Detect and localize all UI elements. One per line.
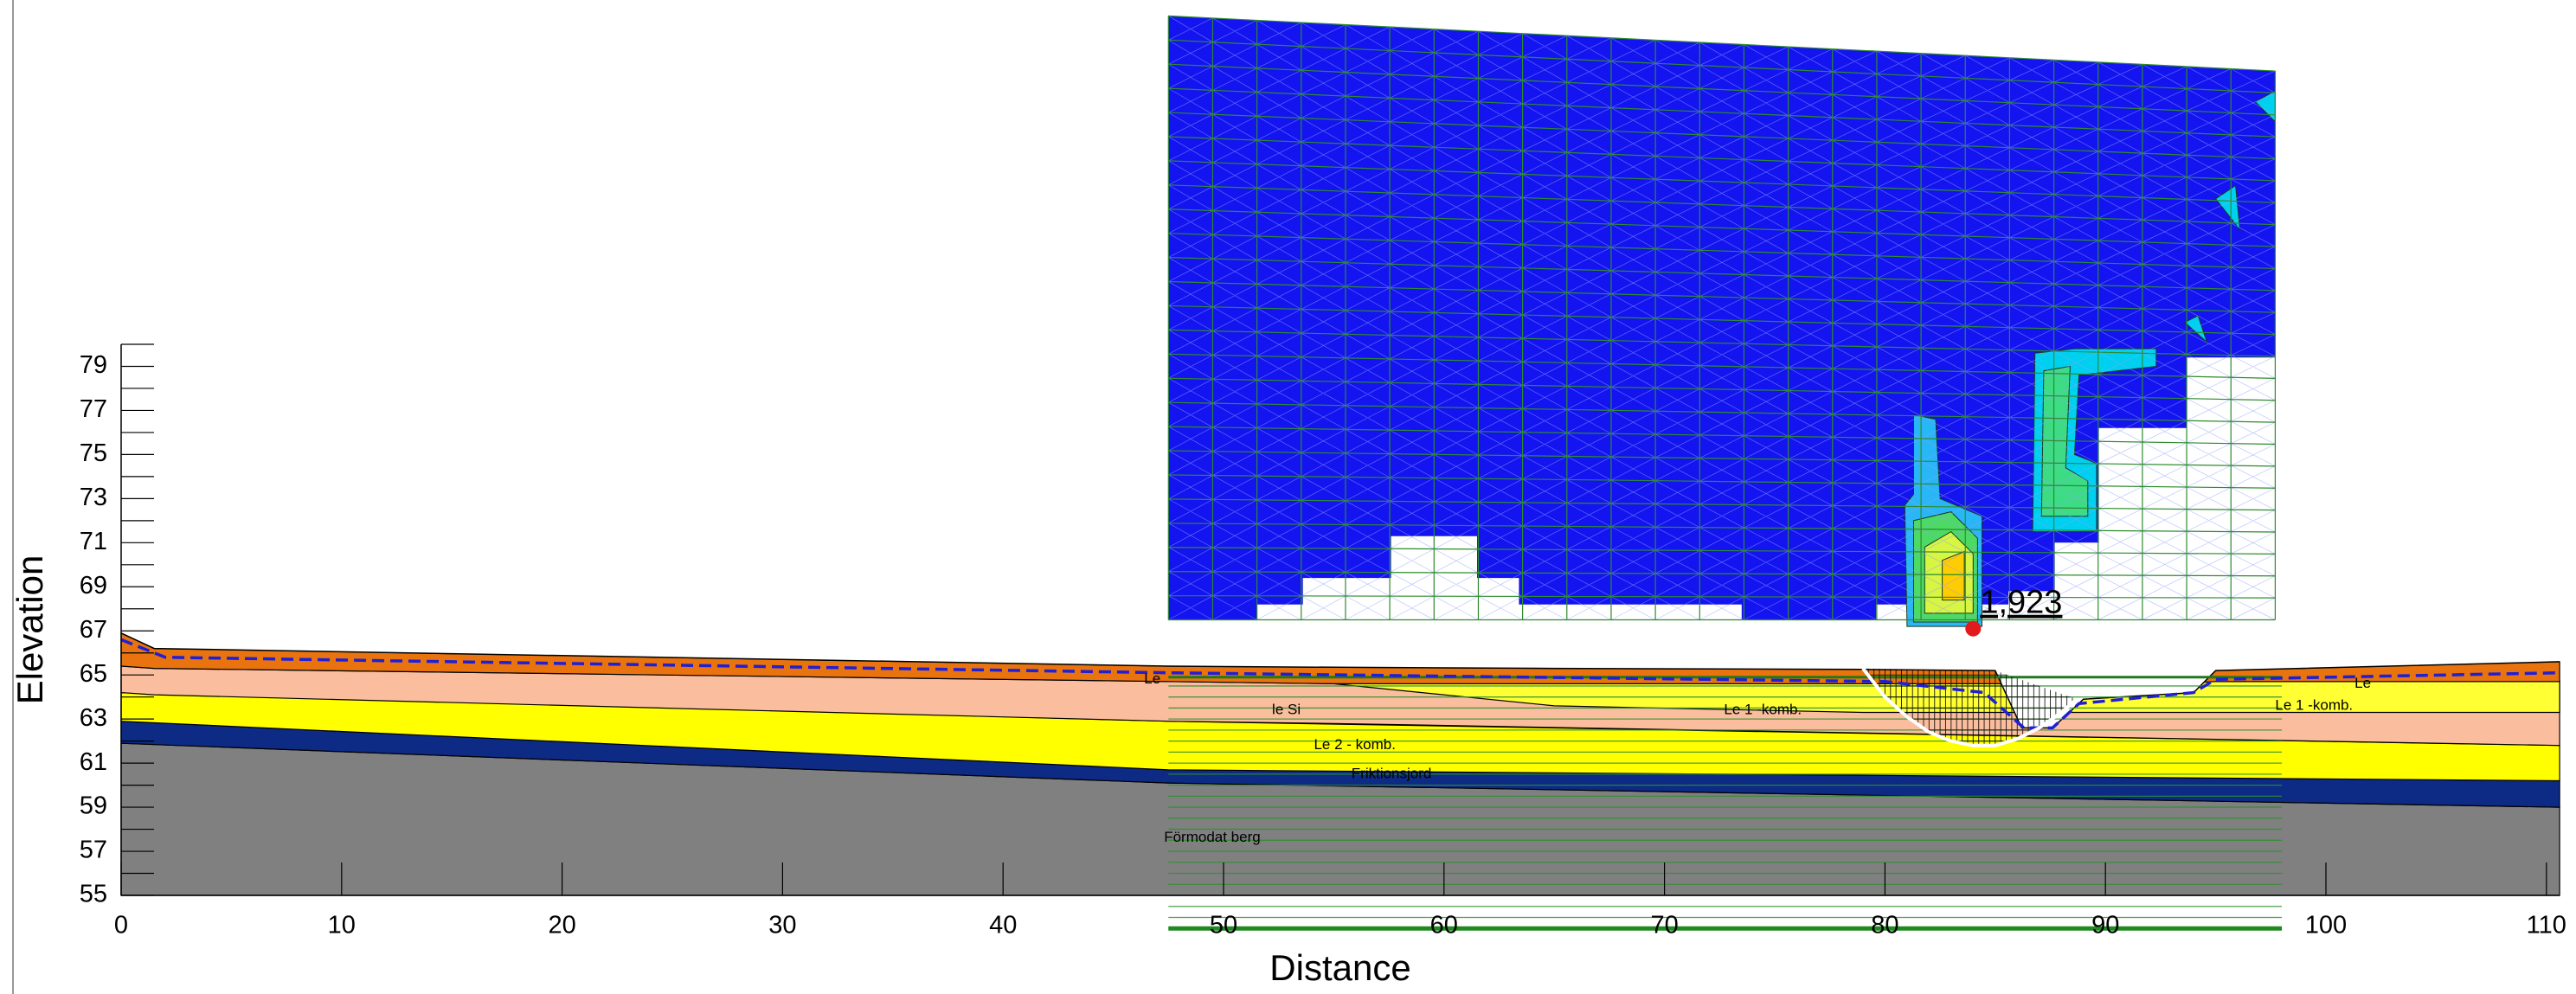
x-axis-title: Distance: [1269, 947, 1410, 988]
critical-centre: [1965, 621, 1981, 637]
x-tick-label: 50: [1210, 912, 1237, 939]
y-tick-label: 61: [80, 748, 107, 776]
layer-label: Le 2 - komb.: [1314, 736, 1396, 753]
y-tick-label: 57: [80, 837, 107, 864]
x-tick-label: 70: [1650, 912, 1678, 939]
factor-of-safety: 1,923: [1980, 585, 2062, 621]
x-tick-label: 40: [989, 912, 1017, 939]
layer-label: Le: [1144, 670, 1160, 687]
y-tick-label: 55: [80, 881, 107, 908]
y-tick-label: 75: [80, 439, 107, 467]
y-tick-label: 73: [80, 484, 107, 511]
y-tick-label: 77: [80, 395, 107, 423]
chart: Distance Elevation 55 57 59 61 63 65 67 69 71 73 7…: [0, 0, 2576, 994]
x-tick-label: 0: [114, 912, 128, 939]
y-tick-label: 71: [80, 528, 107, 555]
x-tick-label: 100: [2305, 912, 2347, 939]
x-tick-label: 80: [1871, 912, 1898, 939]
x-tick-label: 90: [2091, 912, 2119, 939]
layer-label: Le: [2354, 675, 2371, 691]
layer-label: Förmodat berg: [1164, 829, 1261, 845]
x-tick-label: 110: [2527, 912, 2566, 939]
x-tick-label: 20: [548, 912, 575, 939]
x-tick-label: 30: [768, 912, 796, 939]
layer-label: le Si: [1272, 701, 1301, 717]
y-tick-label: 67: [80, 616, 107, 644]
layer-label: Friktionsjord: [1352, 765, 1432, 781]
y-tick-label: 69: [80, 572, 107, 600]
y-axis-title: Elevation: [10, 555, 50, 705]
y-tick-label: 63: [80, 704, 107, 732]
y-tick-label: 59: [80, 792, 107, 820]
layer-label: Le 1 -komb.: [1724, 701, 1802, 717]
x-tick-label: 60: [1430, 912, 1458, 939]
layer-label: Le 1 -komb.: [2275, 696, 2353, 713]
contour-zone: [1943, 552, 1965, 600]
x-tick-label: 10: [328, 912, 356, 939]
y-tick-label: 79: [80, 351, 107, 379]
y-tick-label: 65: [80, 660, 107, 688]
